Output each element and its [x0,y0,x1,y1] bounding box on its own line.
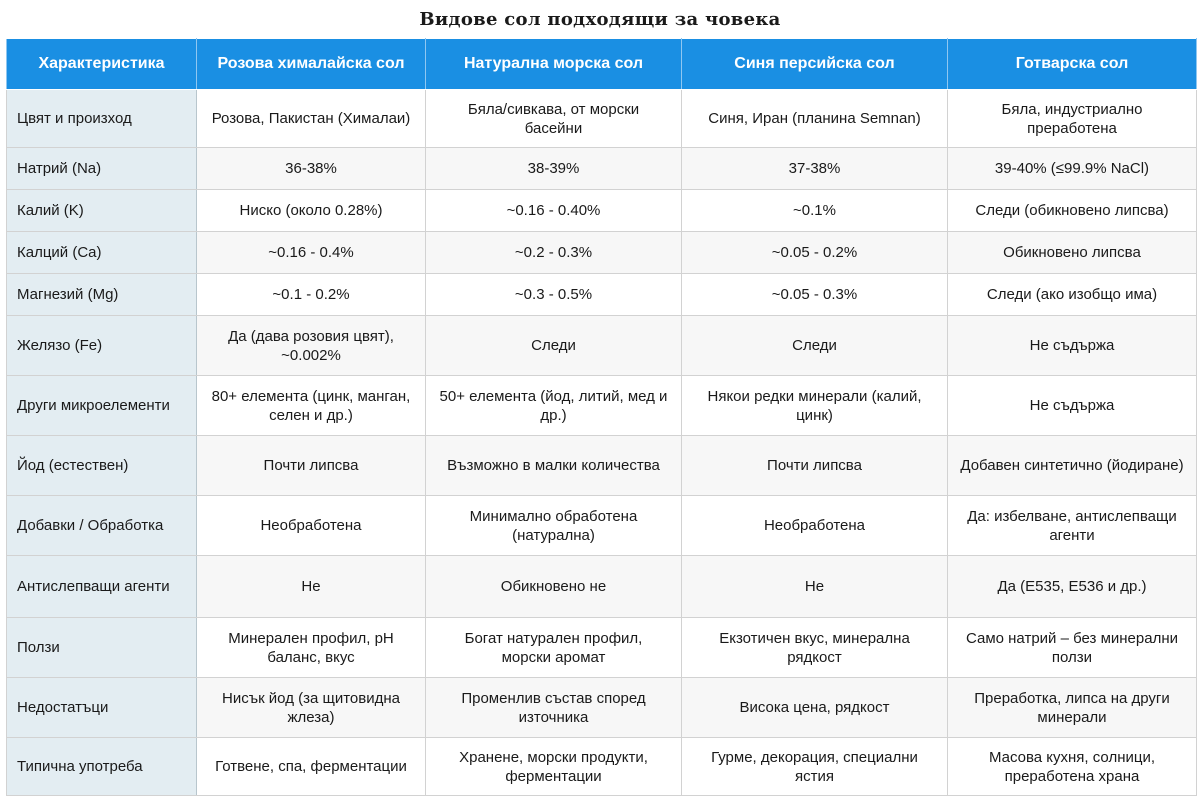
table-row: Добавки / Обработка Необработена Минимално… [6,495,1197,556]
table-cell: Хранене, морски продукти, ферментации [425,737,682,796]
column-header-sea: Натурална морска сол [425,38,682,90]
table-cell: Преработка, липса на други минерали [947,677,1197,738]
table-cell: 39-40% (≤99.9% NaCl) [947,147,1197,190]
table-cell: Почти липсва [196,435,426,496]
table-cell: Следи (ако изобщо има) [947,273,1197,316]
row-label: Добавки / Обработка [6,495,197,556]
row-label: Други микроелементи [6,375,197,436]
table-cell: Да (E535, E536 и др.) [947,555,1197,618]
table-cell: Променлив състав според източника [425,677,682,738]
table-cell: Някои редки минерали (калий, цинк) [681,375,948,436]
table-row: Други микроелементи 80+ елемента (цинк, м… [6,375,1197,436]
table-row: Калций (Ca) ~0.16 - 0.4% ~0.2 - 0.3% ~0.05 … [6,231,1197,274]
table-cell: Синя, Иран (планина Semnan) [681,89,948,148]
table-cell: Добавен синтетично (йодиране) [947,435,1197,496]
table-cell: Минимално обработена (натурална) [425,495,682,556]
table-cell: Ниско (около 0.28%) [196,189,426,232]
table-cell: Следи [681,315,948,376]
table-cell: Не съдържа [947,315,1197,376]
table-cell: ~0.16 - 0.4% [196,231,426,274]
table-row: Недостатъци Нисък йод (за щитовидна жлеза… [6,677,1197,738]
salt-comparison-table: Характеристика Розова хималайска сол Нат… [6,38,1197,796]
table-cell: ~0.1% [681,189,948,232]
row-label: Йод (естествен) [6,435,197,496]
table-row: Цвят и произход Розова, Пакистан (Хималаи… [6,89,1197,148]
column-header-table-salt: Готварска сол [947,38,1197,90]
table-row: Магнезий (Mg) ~0.1 - 0.2% ~0.3 - 0.5% ~0.05… [6,273,1197,316]
table-cell: Да (дава розовия цвят), ~0.002% [196,315,426,376]
row-label: Желязо (Fe) [6,315,197,376]
column-header-characteristic: Характеристика [6,38,197,90]
table-row: Типична употреба Готвене, спа, ферментаци… [6,737,1197,796]
table-cell: Не съдържа [947,375,1197,436]
table-cell: Висока цена, рядкост [681,677,948,738]
table-cell: Минерален профил, pH баланс, вкус [196,617,426,678]
table-row: Желязо (Fe) Да (дава розовия цвят), ~0.00… [6,315,1197,376]
row-label: Калций (Ca) [6,231,197,274]
table-cell: Да: избелване, антислепващи агенти [947,495,1197,556]
table-cell: Необработена [196,495,426,556]
row-label: Натрий (Na) [6,147,197,190]
table-cell: ~0.3 - 0.5% [425,273,682,316]
row-label: Недостатъци [6,677,197,738]
table-cell: Необработена [681,495,948,556]
row-label: Калий (K) [6,189,197,232]
page-title: Видове сол подходящи за човека [419,8,781,30]
row-label: Антислепващи агенти [6,555,197,618]
table-header-row: Характеристика Розова хималайска сол Нат… [6,38,1197,90]
column-header-himalayan: Розова хималайска сол [196,38,426,90]
table-cell: Готвене, спа, ферментации [196,737,426,796]
table-row: Антислепващи агенти Не Обикновено не Не Да (… [6,555,1197,618]
table-cell: 36-38% [196,147,426,190]
table-cell: Гурме, декорация, специални ястия [681,737,948,796]
table-cell: Следи [425,315,682,376]
table-cell: Екзотичен вкус, минерална рядкост [681,617,948,678]
table-cell: ~0.05 - 0.3% [681,273,948,316]
table-cell: 37-38% [681,147,948,190]
table-cell: 80+ елемента (цинк, манган, селен и др.) [196,375,426,436]
table-cell: ~0.05 - 0.2% [681,231,948,274]
table-cell: Почти липсва [681,435,948,496]
table-cell: Възможно в малки количества [425,435,682,496]
table-cell: Следи (обикновено липсва) [947,189,1197,232]
table-cell: Бяла, индустриално преработена [947,89,1197,148]
table-cell: Не [196,555,426,618]
table-row: Натрий (Na) 36-38% 38-39% 37-38% 39-40% (≤99… [6,147,1197,190]
row-label: Ползи [6,617,197,678]
table-row: Калий (K) Ниско (около 0.28%) ~0.16 - 0.40… [6,189,1197,232]
table-cell: 38-39% [425,147,682,190]
table-cell: Обикновено не [425,555,682,618]
table-cell: Масова кухня, солници, преработена храна [947,737,1197,796]
table-cell: 50+ елемента (йод, литий, мед и др.) [425,375,682,436]
table-cell: Обикновено липсва [947,231,1197,274]
table-row: Ползи Минерален профил, pH баланс, вкус Бо… [6,617,1197,678]
table-row: Йод (естествен) Почти липсва Възможно в ма… [6,435,1197,496]
table-cell: ~0.1 - 0.2% [196,273,426,316]
table-cell: Само натрий – без минерални ползи [947,617,1197,678]
row-label: Типична употреба [6,737,197,796]
row-label: Цвят и произход [6,89,197,148]
row-label: Магнезий (Mg) [6,273,197,316]
table-cell: ~0.16 - 0.40% [425,189,682,232]
table-cell: Розова, Пакистан (Хималаи) [196,89,426,148]
table-cell: ~0.2 - 0.3% [425,231,682,274]
table-cell: Не [681,555,948,618]
table-cell: Бяла/сивкава, от морски басейни [425,89,682,148]
table-cell: Нисък йод (за щитовидна жлеза) [196,677,426,738]
column-header-persian: Синя персийска сол [681,38,948,90]
table-cell: Богат натурален профил, морски аромат [425,617,682,678]
